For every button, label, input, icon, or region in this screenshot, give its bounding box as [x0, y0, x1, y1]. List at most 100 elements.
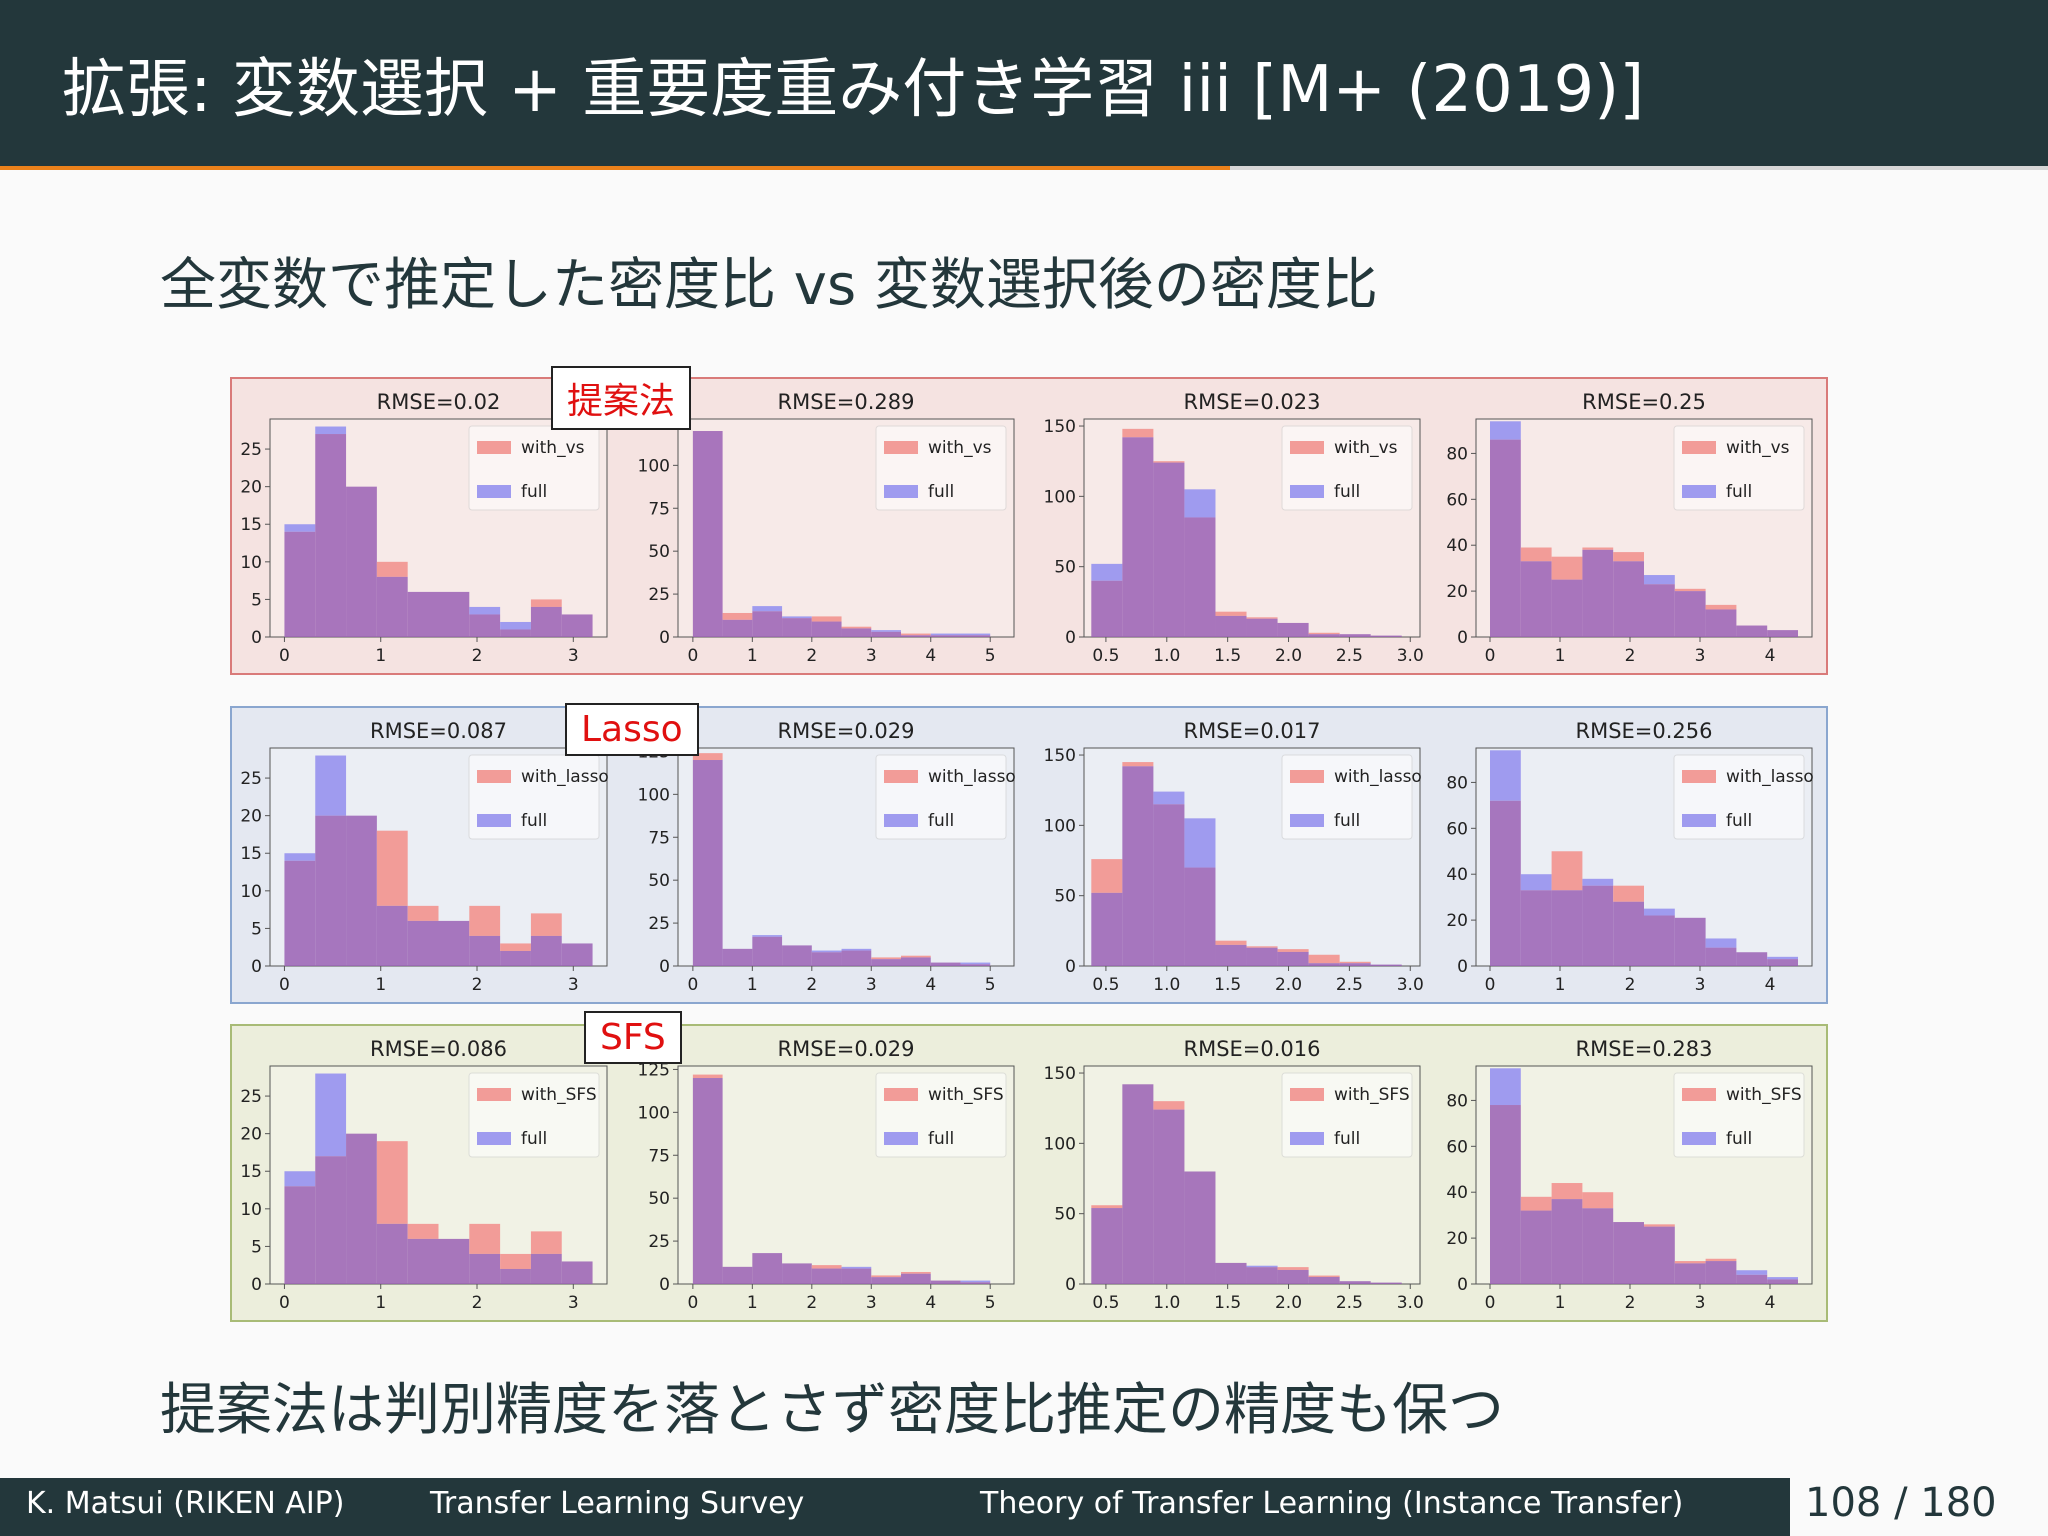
overlap-bar	[469, 1253, 501, 1284]
overlap-bar	[1122, 766, 1154, 966]
page-current: 108	[1805, 1480, 1882, 1526]
overlap-bar	[901, 957, 931, 966]
y-tick-label: 75	[648, 1146, 670, 1166]
x-tick-label: 5	[985, 975, 996, 995]
legend-label-full: full	[1726, 1129, 1752, 1149]
legend-label-full: full	[1726, 482, 1752, 502]
full-bar	[1705, 938, 1737, 948]
overlap-bar	[960, 635, 991, 637]
y-tick-label: 20	[1446, 582, 1468, 602]
x-tick-label: 2.5	[1336, 975, 1363, 995]
full-bar	[1490, 421, 1521, 440]
y-tick-label: 40	[1446, 536, 1468, 556]
overlap-bar	[841, 628, 872, 637]
overlap-bar	[1246, 947, 1278, 966]
y-tick-label: 60	[1446, 490, 1468, 510]
x-tick-label: 2.5	[1336, 646, 1363, 666]
chart-title: RMSE=0.029	[777, 1037, 914, 1061]
legend-swatch-full	[1290, 814, 1324, 827]
overlap-bar	[722, 948, 753, 966]
legend-swatch-full	[884, 485, 918, 498]
x-tick-label: 2	[806, 975, 817, 995]
full-bar	[500, 621, 531, 630]
with-bar	[469, 1223, 501, 1254]
legend-swatch-full	[884, 1132, 918, 1145]
x-tick-label: 1.5	[1214, 1293, 1241, 1313]
footer-author: K. Matsui (RIKEN AIP)	[26, 1486, 345, 1521]
overlap-bar	[561, 614, 593, 637]
y-tick-label: 75	[648, 499, 670, 519]
x-tick-label: 1	[1555, 1293, 1566, 1313]
page-number: 108 / 180	[1805, 1480, 1997, 1526]
legend-label-with: with_vs	[1334, 438, 1398, 458]
overlap-bar	[1339, 963, 1371, 966]
overlap-bar	[930, 635, 961, 637]
y-tick-label: 150	[1044, 1064, 1076, 1084]
with-bar	[530, 913, 562, 936]
chart-title: RMSE=0.016	[1183, 1037, 1320, 1061]
with-bar	[1277, 949, 1309, 952]
overlap-bar	[1370, 964, 1402, 966]
overlap-bar	[500, 950, 531, 966]
slide-title: 拡張: 変数選択 + 重要度重み付き学習 iii [M+ (2019)]	[62, 53, 1645, 127]
legend-label-with: with_lasso	[1726, 767, 1814, 787]
y-tick-label: 50	[1054, 558, 1076, 578]
legend-label-with: with_vs	[521, 438, 585, 458]
legend-swatch-full	[884, 814, 918, 827]
x-tick-label: 3	[866, 646, 877, 666]
full-bar	[1767, 1277, 1798, 1280]
overlap-bar	[561, 1261, 593, 1284]
x-tick-label: 1.5	[1214, 646, 1241, 666]
chart-title: RMSE=0.017	[1183, 719, 1320, 743]
histogram-chart: 0 50 100 150 0.5 1.0 1.5 2.0 2.5 3.0 RMSE=0.023 wit…	[1044, 390, 1424, 666]
with-bar	[376, 561, 408, 577]
overlap-bar	[1246, 618, 1278, 637]
overlap-bar	[1551, 1199, 1583, 1284]
overlap-bar	[1705, 947, 1737, 966]
x-tick-label: 2	[1625, 646, 1636, 666]
overlap-bar	[1184, 517, 1216, 637]
overlap-bar	[1767, 959, 1798, 966]
x-tick-label: 1	[1555, 646, 1566, 666]
overlap-bar	[1520, 1210, 1552, 1284]
x-tick-label: 3	[568, 646, 579, 666]
y-tick-label: 15	[240, 844, 262, 864]
with-bar	[692, 753, 723, 761]
y-tick-label: 15	[240, 1162, 262, 1182]
with-bar	[1582, 1192, 1614, 1209]
overlap-bar	[530, 606, 562, 637]
histogram-chart: 0 50 100 150 0.5 1.0 1.5 2.0 2.5 3.0 RMSE=0.017 wit…	[1044, 719, 1424, 995]
slide-subtitle: 全変数で推定した密度比 vs 変数選択後の密度比	[160, 253, 1378, 318]
legend-label-full: full	[1334, 811, 1360, 831]
full-bar	[315, 426, 347, 435]
chart-title: RMSE=0.25	[1582, 390, 1706, 414]
y-tick-label: 75	[648, 828, 670, 848]
legend-label-full: full	[1334, 1129, 1360, 1149]
overlap-bar	[407, 920, 439, 966]
overlap-bar	[284, 1186, 316, 1284]
full-bar	[1767, 956, 1798, 960]
full-bar	[871, 630, 902, 632]
overlap-bar	[1091, 580, 1123, 637]
y-tick-label: 25	[240, 769, 262, 789]
overlap-bar	[930, 962, 961, 966]
y-tick-label: 50	[1054, 887, 1076, 907]
overlap-bar	[1339, 634, 1371, 637]
overlap-bar	[407, 591, 439, 637]
with-bar	[1551, 851, 1583, 891]
with-bar	[1215, 940, 1247, 945]
overlap-bar	[1767, 630, 1798, 637]
full-bar	[960, 1280, 991, 1283]
full-bar	[1644, 575, 1675, 585]
legend-label-with: with_SFS	[1334, 1085, 1410, 1105]
overlap-bar	[871, 631, 902, 637]
legend-label-full: full	[521, 482, 547, 502]
overlap-bar	[841, 1268, 872, 1284]
y-tick-label: 10	[240, 1200, 262, 1220]
overlap-bar	[692, 431, 723, 637]
title-bar: 拡張: 変数選択 + 重要度重み付き学習 iii [M+ (2019)]	[0, 0, 2048, 166]
y-tick-label: 0	[1457, 957, 1468, 977]
